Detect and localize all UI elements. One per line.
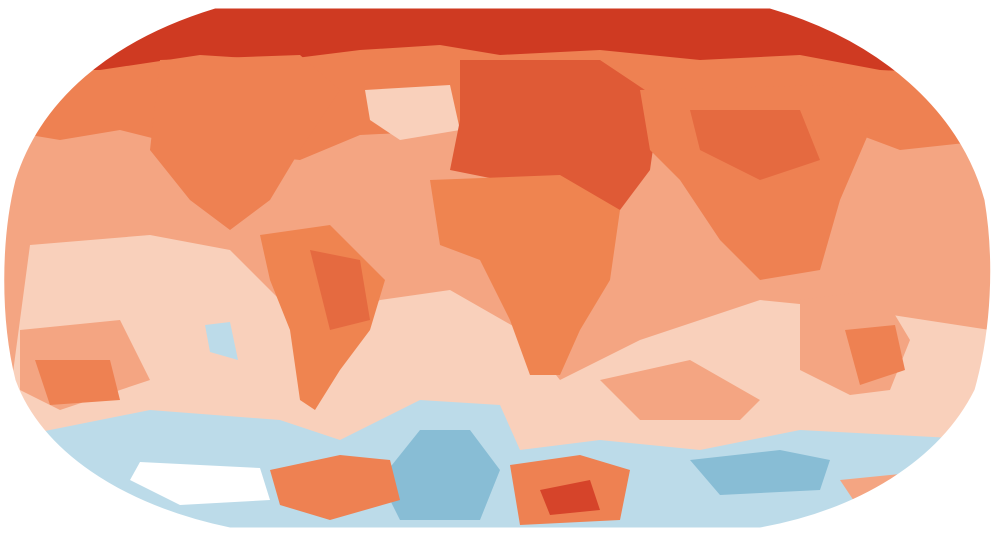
region (690, 450, 830, 495)
region (270, 455, 400, 520)
region (130, 462, 270, 505)
region (450, 60, 660, 210)
region (365, 85, 460, 140)
region (430, 175, 620, 375)
region (150, 55, 340, 230)
region (380, 430, 500, 520)
arctic-band (3, 8, 991, 75)
region (600, 360, 760, 420)
region (540, 480, 600, 515)
globe-outline (3, 7, 992, 529)
region (690, 110, 820, 180)
region (310, 250, 370, 330)
region (35, 360, 120, 405)
region (845, 325, 905, 385)
region (205, 322, 238, 360)
